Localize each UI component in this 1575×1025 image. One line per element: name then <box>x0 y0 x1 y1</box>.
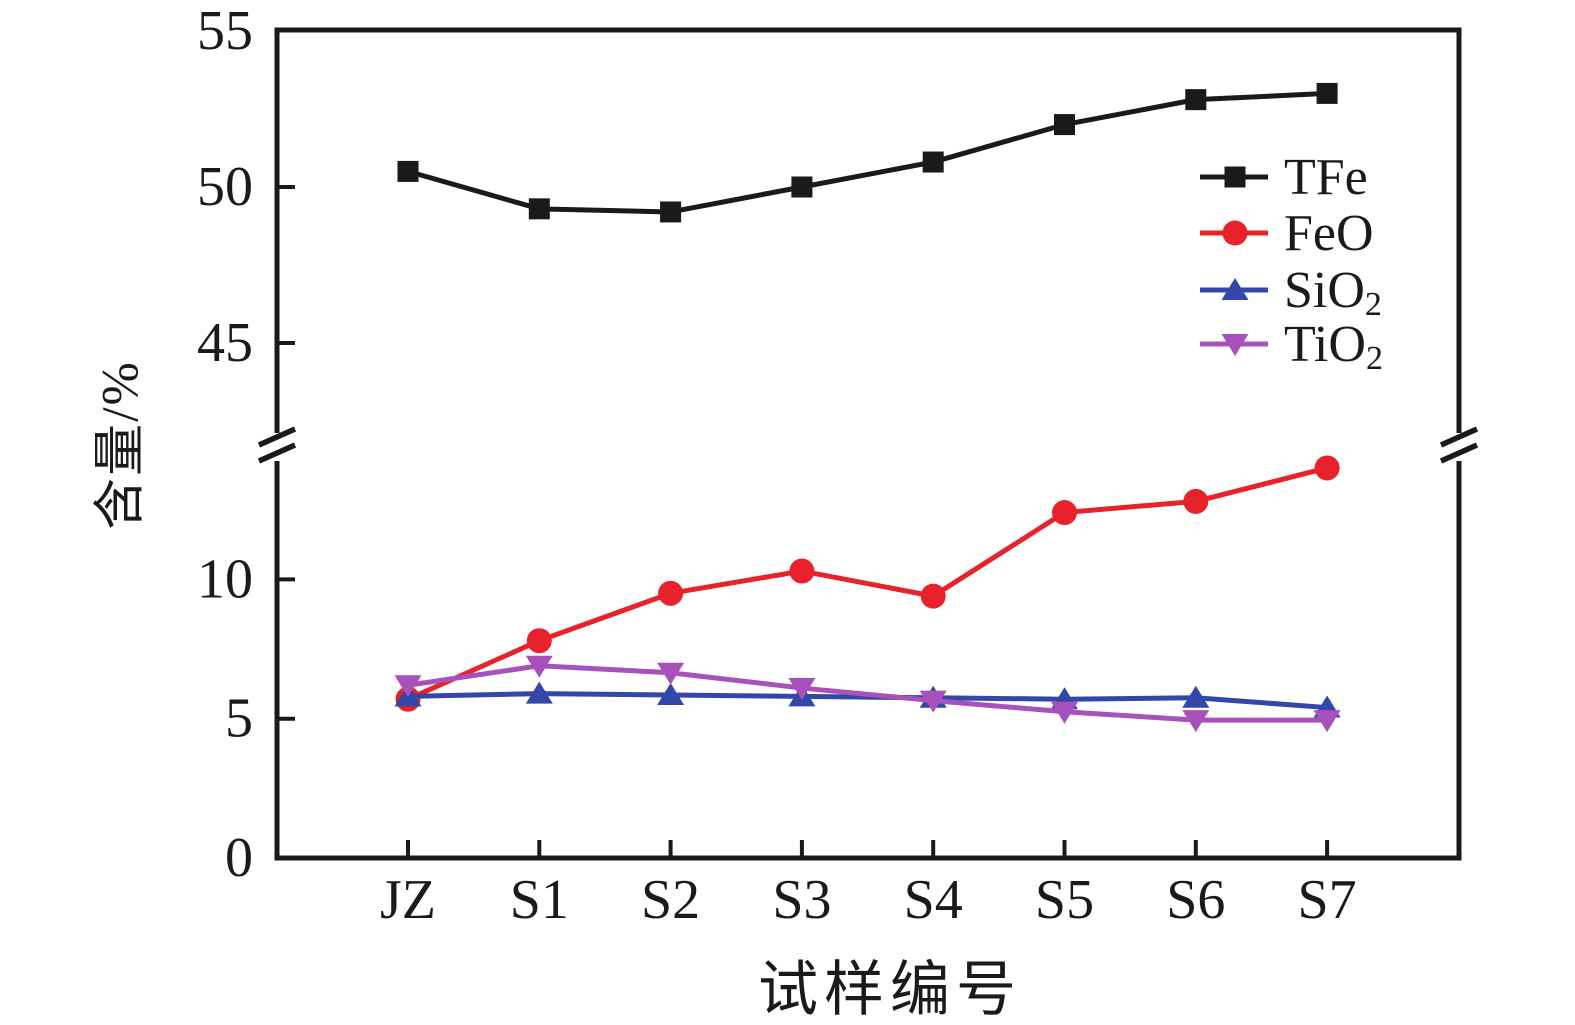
marker-square <box>922 151 944 173</box>
legend-label: TiO2 <box>1284 316 1383 377</box>
marker-triangle-down <box>657 662 685 685</box>
marker-circle <box>1052 500 1077 526</box>
legend-item-FeO: FeO <box>1200 205 1374 262</box>
marker-square <box>397 160 419 182</box>
y-tick-label: 0 <box>225 827 253 889</box>
y-tick-label: 45 <box>197 312 253 374</box>
series-line-FeO <box>406 465 1328 702</box>
marker-triangle-up <box>525 681 553 704</box>
series-TFe <box>397 82 1338 223</box>
marker-triangle-up <box>657 683 685 706</box>
series-line-SiO2 <box>407 691 1328 711</box>
y-axis-break-right-gap <box>1455 433 1463 461</box>
marker-circle <box>526 628 552 654</box>
x-axis-title: 试样编号 <box>758 957 1022 1023</box>
x-tick-label: S6 <box>1166 869 1225 931</box>
x-tick-label: S7 <box>1298 869 1357 931</box>
x-tick-label: JZ <box>380 869 436 931</box>
marker-square <box>1224 166 1246 188</box>
legend-label: TFe <box>1284 149 1368 206</box>
marker-square <box>1316 82 1338 104</box>
y-axis-title: 含量/% <box>93 360 150 530</box>
y-axis-break-left-gap <box>273 433 281 461</box>
marker-square <box>660 201 682 223</box>
marker-triangle-up <box>1182 685 1210 708</box>
marker-square <box>1185 89 1207 111</box>
marker-triangle-down <box>1051 701 1078 724</box>
y-axis-break-right-slash <box>1439 442 1479 464</box>
y-tick-label: 5 <box>225 688 253 750</box>
marker-circle <box>920 583 946 609</box>
marker-triangle-down <box>525 655 553 678</box>
legend-item-TFe: TFe <box>1200 149 1368 206</box>
marker-triangle-up <box>1221 278 1249 300</box>
series-line-TiO2 <box>407 663 1328 723</box>
marker-circle <box>658 580 684 606</box>
y-axis-break-left-slash <box>257 426 297 448</box>
x-tick-label: S1 <box>510 869 569 931</box>
y-tick-label: 10 <box>197 548 253 610</box>
series-line-TFe <box>407 90 1328 215</box>
marker-triangle-down <box>1182 710 1210 733</box>
marker-circle <box>1183 488 1209 514</box>
y-tick-label: 50 <box>197 156 253 218</box>
marker-triangle-down <box>919 690 947 713</box>
marker-triangle-down <box>788 678 816 701</box>
legend-label: SiO2 <box>1284 262 1382 323</box>
marker-circle <box>1314 455 1340 481</box>
x-tick-label: S3 <box>772 869 831 931</box>
x-tick-label: S2 <box>641 869 700 931</box>
y-tick-label: 55 <box>197 0 253 62</box>
marker-square <box>1054 114 1075 136</box>
marker-triangle-down <box>1313 710 1341 733</box>
x-tick-label: S4 <box>904 869 963 931</box>
legend-item-TiO2: TiO2 <box>1200 316 1383 377</box>
marker-circle <box>1222 220 1248 246</box>
marker-triangle-down <box>394 675 422 698</box>
marker-square <box>791 176 813 198</box>
marker-triangle-down <box>1221 334 1249 356</box>
marker-square <box>528 198 550 220</box>
x-tick-label: S5 <box>1035 869 1094 931</box>
y-axis-break-right-slash <box>1439 426 1479 448</box>
marker-circle <box>789 558 815 584</box>
y-axis-break-left-slash <box>257 442 297 464</box>
legend-item-SiO2: SiO2 <box>1200 262 1382 323</box>
series-TiO2 <box>394 655 1341 733</box>
legend-label: FeO <box>1284 205 1374 262</box>
